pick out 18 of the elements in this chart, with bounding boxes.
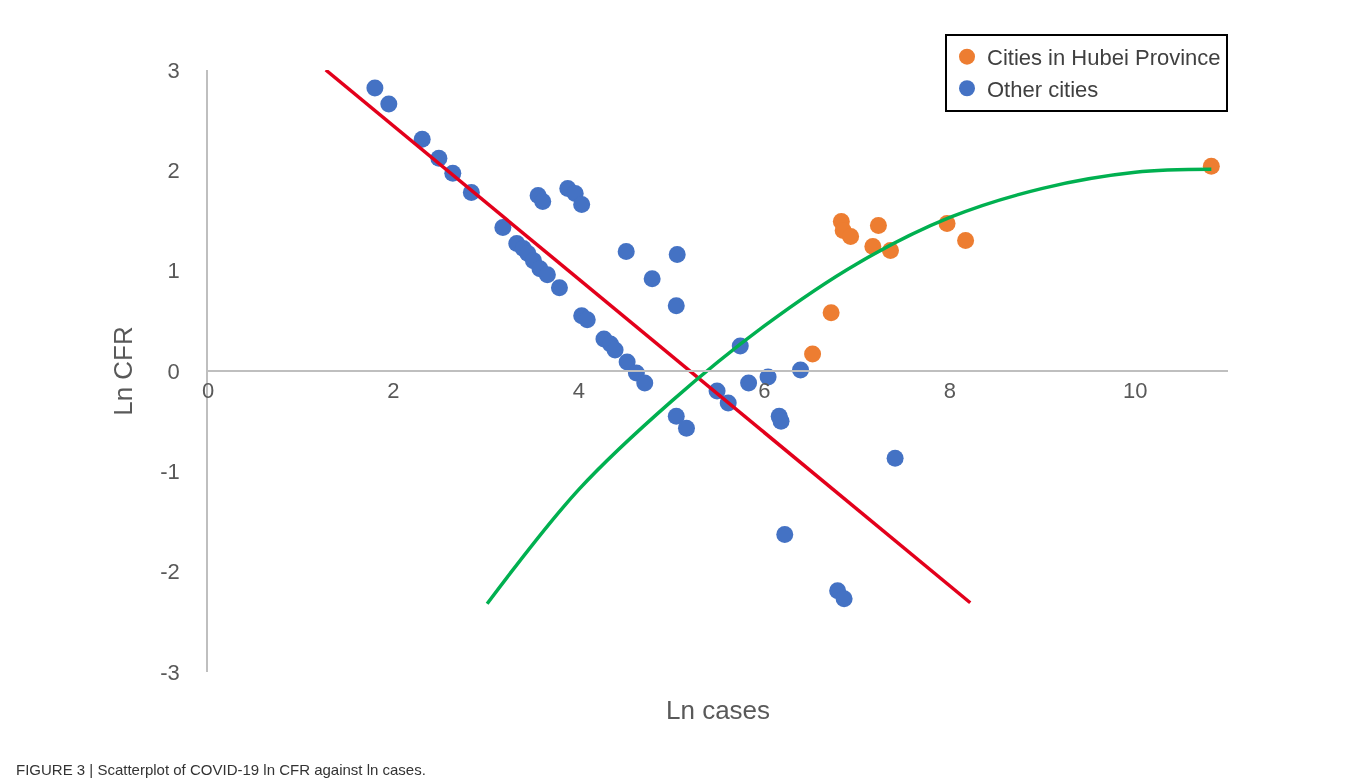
y-tick-label: -1 — [160, 459, 180, 485]
x-axis-title: Ln cases — [666, 695, 771, 725]
x-tick-label: 2 — [387, 378, 400, 404]
y-tick-label: 1 — [167, 258, 180, 284]
y-tick-label: -2 — [160, 559, 180, 585]
x-tick-label: 8 — [943, 378, 956, 404]
y-axis-title: Ln CFR — [108, 326, 139, 416]
x-tick-label: 6 — [758, 378, 771, 404]
x-tick-label: 0 — [201, 378, 215, 404]
legend-label: Other cities — [987, 76, 1099, 102]
legend-label: Cities in Hubei Province — [987, 45, 1221, 71]
x-tick-label: 4 — [572, 378, 586, 404]
caption: FIGURE 3 | Scatterplot of COVID-19 ln CFR against ln cases. — [16, 761, 426, 778]
y-tick-label: 2 — [167, 158, 180, 184]
y-tick-label: -3 — [160, 659, 180, 685]
x-tick-label: 10 — [1123, 378, 1148, 404]
y-tick-label: 0 — [167, 358, 180, 384]
y-tick-label: 3 — [167, 57, 180, 83]
